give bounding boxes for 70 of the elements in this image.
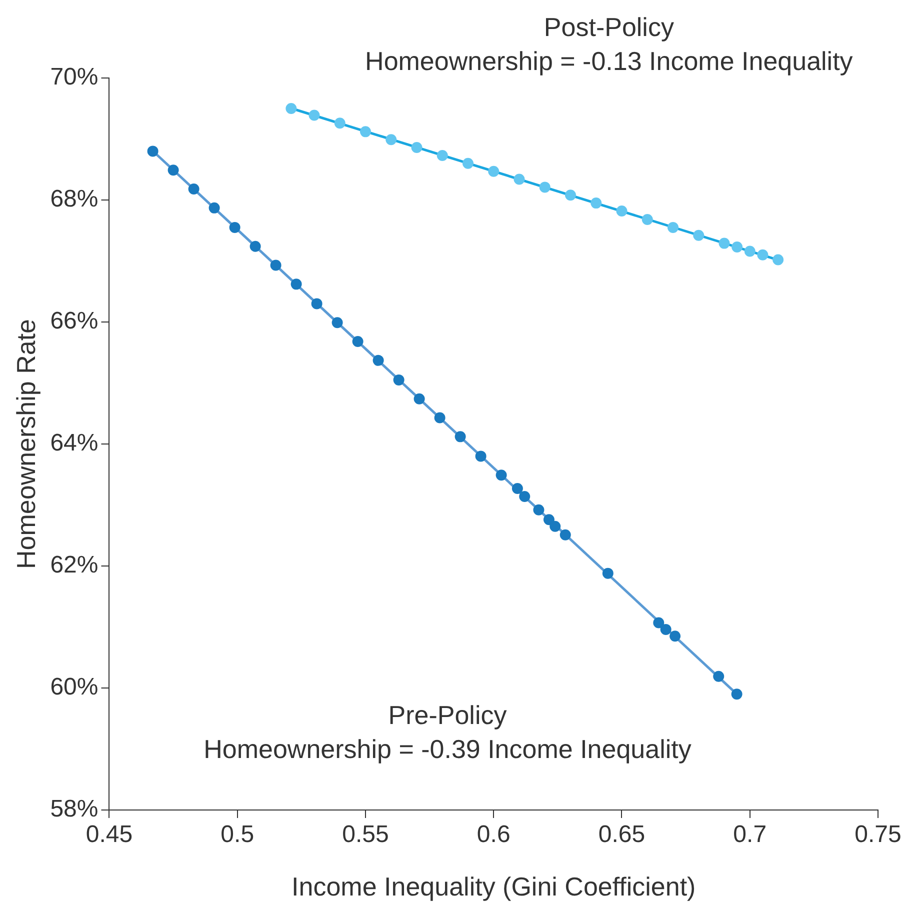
- point: [475, 450, 486, 462]
- point: [514, 174, 525, 185]
- x-tick-label: 0.7: [733, 821, 767, 848]
- point: [539, 182, 550, 193]
- point: [393, 374, 404, 386]
- point: [713, 670, 724, 682]
- point: [718, 238, 730, 249]
- point: [564, 190, 576, 201]
- x-tick-label: 0.6: [476, 821, 510, 848]
- point: [454, 431, 466, 442]
- point: [660, 624, 672, 635]
- point: [188, 184, 200, 195]
- point: [352, 336, 364, 348]
- point: [250, 240, 261, 252]
- point: [667, 222, 678, 233]
- point: [757, 249, 768, 260]
- point: [332, 317, 343, 328]
- point: [334, 118, 346, 129]
- y-tick-label: 68%: [50, 186, 98, 213]
- point: [744, 246, 756, 257]
- point: [386, 134, 397, 146]
- y-tick-label: 70%: [50, 64, 98, 91]
- point: [414, 393, 425, 404]
- x-tick-label: 0.65: [598, 821, 646, 848]
- point: [147, 146, 158, 157]
- point: [693, 230, 704, 241]
- point: [360, 126, 371, 138]
- x-tick-label: 0.55: [342, 821, 389, 848]
- point: [732, 241, 743, 252]
- x-tick-label: 0.5: [220, 821, 254, 848]
- point: [208, 202, 220, 214]
- point: [436, 150, 448, 161]
- point: [229, 222, 240, 233]
- point: [653, 617, 664, 628]
- point: [168, 164, 179, 176]
- y-tick-label: 66%: [50, 308, 98, 335]
- y-tick-label: 64%: [50, 430, 98, 457]
- point: [308, 110, 320, 121]
- point: [602, 568, 614, 579]
- point: [372, 354, 384, 366]
- point: [772, 254, 784, 266]
- x-tick-label: 0.75: [854, 821, 902, 848]
- text: Post-Policy Homeownership = -0.13 Income Inequality: [365, 12, 853, 76]
- point: [533, 504, 544, 516]
- point: [496, 470, 507, 481]
- point: [519, 490, 530, 502]
- y-tick-label: 58%: [50, 796, 98, 823]
- point: [434, 412, 446, 424]
- point: [642, 214, 653, 226]
- point: [543, 514, 554, 526]
- y-tick-label: 62%: [50, 552, 98, 579]
- point: [411, 142, 422, 154]
- point: [311, 298, 322, 310]
- point: [731, 688, 742, 700]
- point: [286, 103, 297, 114]
- x-axis-title: Income Inequality (Gini Coefficient): [292, 872, 696, 902]
- point: [512, 483, 523, 494]
- point: [560, 529, 571, 540]
- y-tick-label: 60%: [50, 674, 98, 701]
- point: [290, 278, 302, 290]
- point: [616, 205, 628, 216]
- point: [590, 198, 602, 209]
- x-tick-label: 0.45: [86, 821, 133, 848]
- point: [670, 630, 681, 642]
- y-axis-title: Homeownership Rate: [10, 318, 41, 570]
- point: [488, 166, 500, 177]
- point: [550, 520, 561, 532]
- point: [462, 158, 474, 169]
- point: [270, 260, 282, 271]
- annotation: Pre-Policy Homeownership = -0.39 Income Inequality: [204, 700, 692, 764]
